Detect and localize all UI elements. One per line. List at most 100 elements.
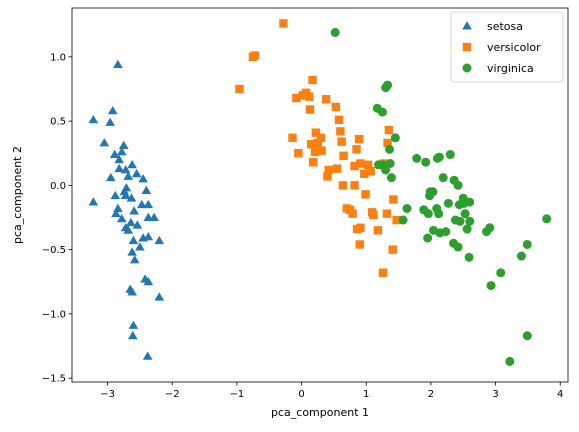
virginica-point-35 [460,209,470,219]
versicolor-point-28 [338,181,348,190]
setosa-point-18 [138,174,148,183]
setosa-point-45 [127,330,138,340]
virginica-point-44 [496,268,506,278]
virginica-point-12 [398,215,408,225]
virginica-point-27 [445,150,455,160]
virginica-point-30 [443,198,453,208]
versicolor-point-18 [316,133,326,143]
virginica-point-18 [428,187,438,197]
virginica-point-4 [383,80,393,90]
versicolor-point-10 [305,105,315,114]
versicolor-point-32 [354,134,364,144]
versicolor-point-36 [361,190,370,199]
y-tick-label-2: −0.5 [42,245,66,256]
setosa-point-28 [123,225,134,234]
setosa-point-11 [110,190,121,200]
setosa-point-24 [137,199,147,209]
x-tick-label-4: 1 [363,389,369,400]
legend-marker-virginica [462,63,472,73]
virginica-point-15 [421,157,431,167]
versicolor-point-48 [382,209,392,218]
y-tick-label-1: −1.0 [42,309,66,320]
legend-box [450,11,564,83]
virginica-point-40 [453,242,463,252]
y-axis: −1.5 −1.0 −0.5 0.0 0.5 1.0 [42,52,72,385]
versicolor-point-11 [305,92,314,101]
legend-label-setosa: setosa [487,20,523,33]
versicolor-point-6 [292,93,301,103]
setosa-point-14 [118,140,129,149]
versicolor-point-54 [389,195,398,204]
setosa-point-43 [154,292,165,301]
virginica-point-47 [516,251,526,261]
versicolor-point-53 [392,215,401,225]
virginica-point-2 [377,107,387,117]
versicolor-point-35 [360,169,369,178]
versicolor-point-19 [321,95,331,104]
setosa-point-47 [111,208,121,218]
setosa-point-46 [142,351,153,360]
x-tick-label-1: −2 [165,389,180,400]
virginica-point-52 [435,228,445,238]
setosa-point-22 [126,193,137,202]
versicolor-point-37 [363,160,373,169]
x-tick-label-3: 0 [298,389,304,400]
versicolor-point-5 [294,149,303,158]
versicolor-point-9 [308,75,317,85]
setosa-point-19 [141,185,152,194]
setosa-point-17 [131,168,142,178]
virginica-point-53 [423,209,433,219]
versicolor-point-43 [348,209,357,218]
versicolor-point-16 [309,158,318,167]
versicolor-point-0 [235,84,244,94]
legend-marker-versicolor [462,42,472,52]
setosa-point-44 [128,320,139,329]
virginica-point-37 [465,216,475,226]
setosa-point-1 [88,197,99,206]
setosa-point-3 [105,117,115,126]
versicolor-point-51 [378,268,388,277]
virginica-point-48 [522,239,532,249]
virginica-point-22 [434,152,444,162]
versicolor-point-33 [352,145,361,154]
legend-label-virginica: virginica [487,62,534,75]
setosa-point-37 [129,255,140,264]
setosa-point-21 [121,183,132,192]
virginica-point-49 [522,331,532,341]
setosa-point-36 [127,247,137,256]
y-tick-label-0: −1.5 [42,374,66,385]
setosa-point-38 [135,242,145,251]
virginica-point-9 [377,160,387,170]
virginica-point-54 [454,200,464,210]
versicolor-point-3 [279,19,288,28]
versicolor-point-45 [356,223,365,232]
virginica-point-38 [462,224,472,234]
virginica-point-50 [542,214,552,224]
setosa-point-30 [132,220,143,229]
virginica-point-29 [453,180,463,190]
setosa-point-20 [143,199,154,209]
legend: setosa versicolor virginica [450,11,564,83]
versicolor-point-23 [334,115,344,125]
setosa-point-6 [109,149,120,158]
versicolor-point-38 [366,167,375,176]
setosa-point-4 [107,106,118,115]
virginica-point-32 [455,216,465,226]
versicolor-point-31 [350,181,359,190]
setosa-point-2 [99,138,110,147]
y-axis-label: pca_component 2 [11,146,24,244]
virginica-point-41 [464,252,474,262]
virginica-point-20 [423,233,433,243]
legend-label-versicolor: versicolor [487,41,541,54]
virginica-point-0 [330,27,340,37]
versicolor-point-49 [383,138,392,148]
versicolor-point-46 [355,240,364,249]
virginica-point-13 [402,203,412,213]
setosa-point-10 [106,172,116,182]
setosa-point-7 [114,154,125,164]
versicolor-point-25 [337,137,346,146]
versicolor-point-13 [311,128,320,137]
y-tick-label-5: 1.0 [50,52,66,63]
versicolor-point-52 [388,245,397,254]
